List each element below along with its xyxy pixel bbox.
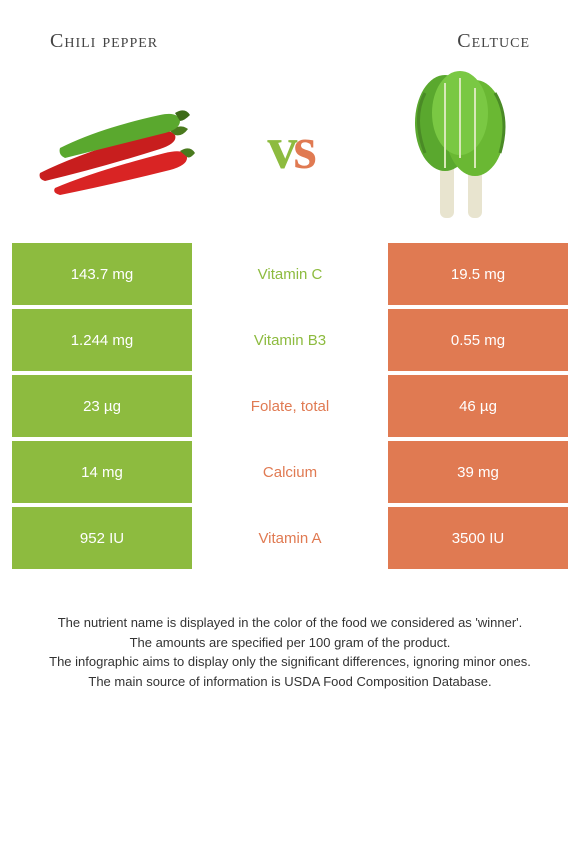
footer-line-3: The infographic aims to display only the… xyxy=(20,652,560,672)
nutrient-name: Vitamin A xyxy=(192,507,388,569)
table-row: 23 µgFolate, total46 µg xyxy=(12,375,568,437)
footer-line-2: The amounts are specified per 100 gram o… xyxy=(20,633,560,653)
vs-label: vs xyxy=(267,114,312,183)
right-food-title: Celtuce xyxy=(457,30,530,53)
right-food-image xyxy=(380,73,550,223)
header: Chili pepper Celtuce xyxy=(0,0,580,63)
hero-row: vs xyxy=(0,63,580,243)
left-food-title: Chili pepper xyxy=(50,30,158,53)
right-value: 3500 IU xyxy=(388,507,568,569)
nutrient-table: 143.7 mgVitamin C19.5 mg1.244 mgVitamin … xyxy=(0,243,580,569)
left-value: 14 mg xyxy=(12,441,192,503)
right-value: 46 µg xyxy=(388,375,568,437)
chili-pepper-icon xyxy=(30,93,200,203)
left-value: 1.244 mg xyxy=(12,309,192,371)
left-value: 143.7 mg xyxy=(12,243,192,305)
vs-v: v xyxy=(267,114,293,183)
table-row: 952 IUVitamin A3500 IU xyxy=(12,507,568,569)
nutrient-name: Calcium xyxy=(192,441,388,503)
footer-line-1: The nutrient name is displayed in the co… xyxy=(20,613,560,633)
nutrient-name: Vitamin B3 xyxy=(192,309,388,371)
celtuce-icon xyxy=(390,68,540,228)
footer-notes: The nutrient name is displayed in the co… xyxy=(0,573,580,691)
footer-line-4: The main source of information is USDA F… xyxy=(20,672,560,692)
nutrient-name: Vitamin C xyxy=(192,243,388,305)
right-value: 39 mg xyxy=(388,441,568,503)
left-value: 23 µg xyxy=(12,375,192,437)
right-value: 19.5 mg xyxy=(388,243,568,305)
left-value: 952 IU xyxy=(12,507,192,569)
nutrient-name: Folate, total xyxy=(192,375,388,437)
left-food-image xyxy=(30,73,200,223)
table-row: 1.244 mgVitamin B30.55 mg xyxy=(12,309,568,371)
table-row: 14 mgCalcium39 mg xyxy=(12,441,568,503)
table-row: 143.7 mgVitamin C19.5 mg xyxy=(12,243,568,305)
vs-s: s xyxy=(293,114,312,183)
right-value: 0.55 mg xyxy=(388,309,568,371)
